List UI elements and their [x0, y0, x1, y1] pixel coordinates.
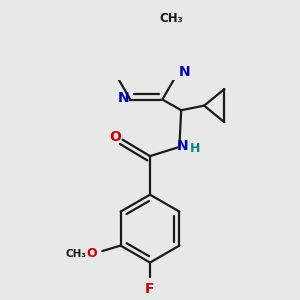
Text: O: O	[86, 247, 97, 260]
Text: N: N	[179, 65, 191, 79]
Text: N: N	[118, 91, 130, 105]
Text: CH₃: CH₃	[65, 249, 86, 259]
Text: F: F	[145, 282, 155, 296]
Text: O: O	[109, 130, 121, 144]
Text: H: H	[190, 142, 200, 155]
Text: N: N	[177, 139, 189, 153]
Text: CH₃: CH₃	[160, 12, 183, 25]
